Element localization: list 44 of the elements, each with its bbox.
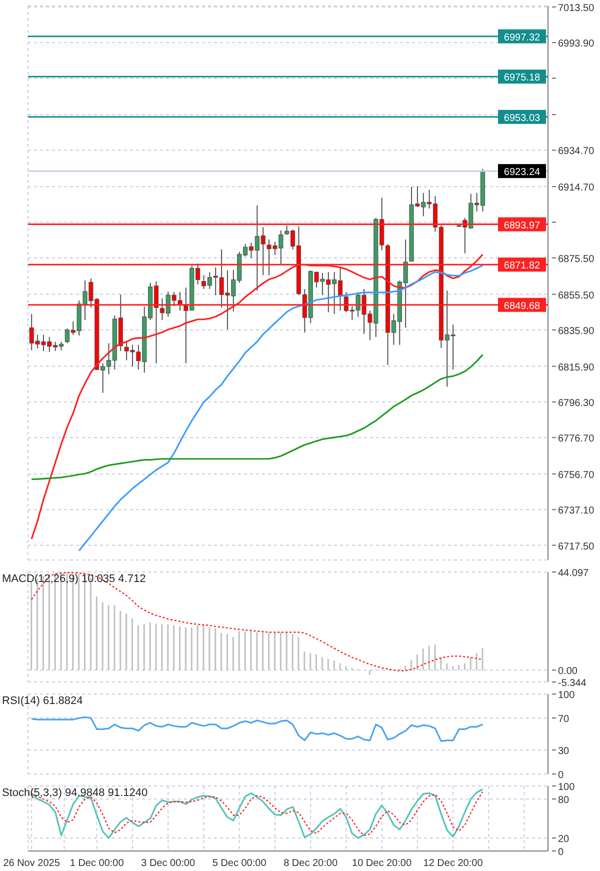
chart-title: MACD(12,26,9) 10.035 4.712 [2,573,146,585]
y-tick-label: 100 [558,690,576,701]
y-tick-label: 6934.70 [558,146,595,158]
y-tick-label: 0 [558,770,564,781]
ref-line-label: 6849.68 [504,300,541,312]
y-tick-label: 6737.10 [558,506,595,517]
y-tick-label: 7013.50 [558,2,595,14]
y-tick-label: 6756.70 [558,470,595,481]
y-tick-label: 0.00 [558,666,578,678]
ref-line-label: 6923.24 [504,167,541,178]
y-tick-label: 6993.90 [558,38,595,50]
y-tick-label: 6835.90 [558,326,595,337]
y-tick-label: 20 [558,834,570,845]
ref-line-label: 6953.03 [504,112,541,124]
x-tick-label: 12 Dec 20:00 [423,858,484,870]
y-tick-label: 80 [558,795,570,806]
y-tick-label: 70 [558,714,570,725]
y-tick-label: -5.344 [558,678,587,689]
chart-title: RSI(14) 61.8824 [2,695,83,707]
x-tick-label: 3 Dec 00:00 [141,858,196,870]
y-tick-label: 0 [558,847,564,858]
x-tick-label: 1 Dec 00:00 [70,858,124,870]
x-tick-label: 5 Dec 00:00 [212,858,267,870]
y-tick-label: 100 [558,782,576,793]
x-tick-label: 26 Nov 2025 [3,858,60,870]
y-tick-label: 44.097 [558,568,590,579]
y-tick-label: 6796.30 [558,398,595,409]
y-tick-label: 30 [558,746,570,757]
x-tick-label: 8 Dec 20:00 [284,858,338,870]
y-tick-label: 6776.70 [558,434,595,445]
y-tick-label: 6815.90 [558,362,595,374]
chart-title: Stoch(5,3,3) 94.9848 91.1240 [2,787,148,799]
y-tick-label: 6875.50 [558,254,595,265]
ref-line-label: 6871.82 [504,260,541,272]
y-tick-label: 6855.50 [558,290,595,302]
ref-line-label: 6975.18 [504,72,541,84]
ref-line-label: 6997.32 [504,32,541,44]
y-tick-label: 6914.70 [558,182,595,194]
y-tick-label: 6717.50 [558,541,595,552]
x-tick-label: 10 Dec 20:00 [352,858,412,870]
line-series [30,716,484,742]
line-series [78,264,484,552]
line-series [30,354,484,480]
ref-line-label: 6893.97 [504,220,541,232]
